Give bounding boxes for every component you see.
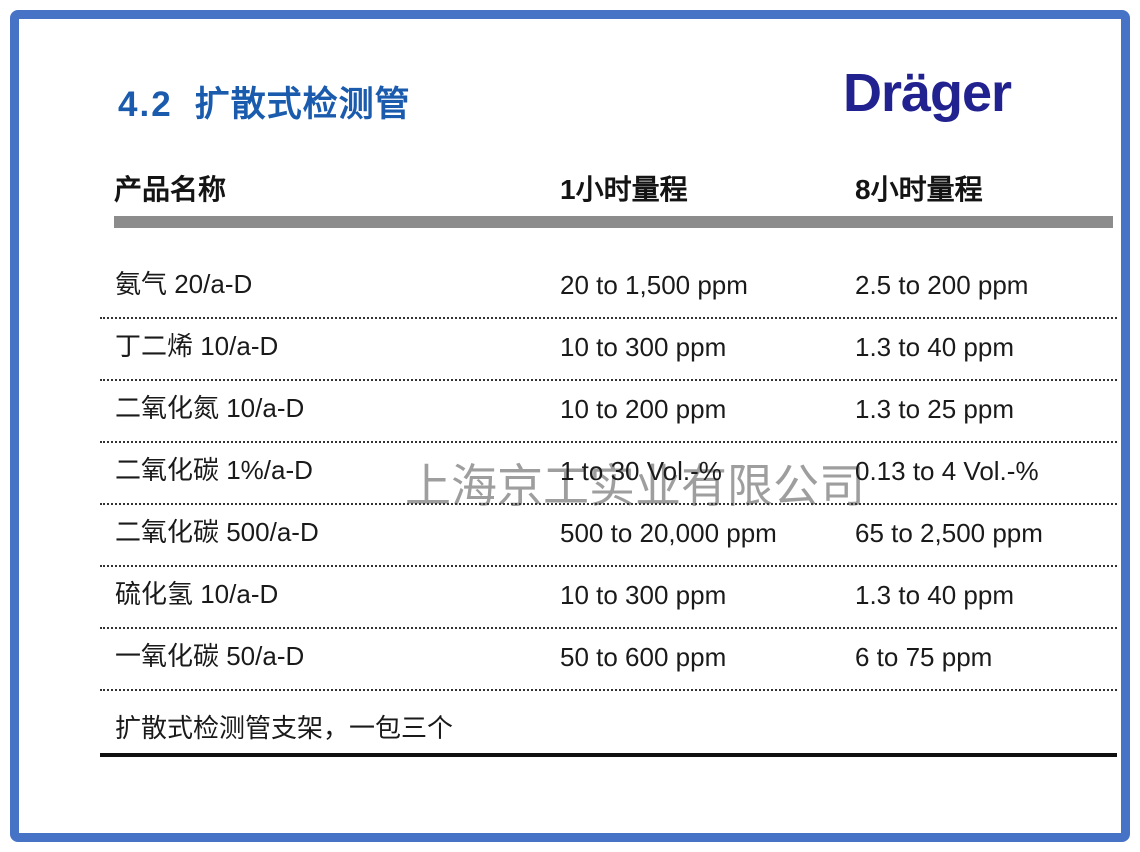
column-header-8h-range: 8小时量程 [855,174,983,205]
range-1h-cell: 10 to 300 ppm [560,332,727,362]
table-row: 二氧化氮 10/a-D 10 to 200 ppm 1.3 to 25 ppm [100,381,1117,443]
table-row: 丁二烯 10/a-D 10 to 300 ppm 1.3 to 40 ppm [100,319,1117,381]
range-8h-cell: 6 to 75 ppm [855,642,993,672]
table-row: 氨气 20/a-D 20 to 1,500 ppm 2.5 to 200 ppm [100,228,1117,319]
product-name-cell: 二氧化碳 1%/a-D [115,455,313,485]
product-name-cell: 二氧化碳 500/a-D [115,517,319,547]
range-1h-cell: 20 to 1,500 ppm [560,270,748,300]
product-name-cell: 氨气 20/a-D [115,269,253,299]
section-title: 4.2 扩散式检测管 [118,76,411,127]
table-footer-row: 扩散式检测管支架，一包三个 [100,691,1117,753]
range-8h-cell: 1.3 to 40 ppm [855,332,1014,362]
section-title-text: 扩散式检测管 [194,85,411,124]
drager-logo: Dräger [843,63,1012,123]
range-1h-cell: 10 to 200 ppm [560,394,727,424]
table-body: 氨气 20/a-D 20 to 1,500 ppm 2.5 to 200 ppm… [100,228,1117,691]
section-number: 4.2 [118,85,173,124]
product-name-cell: 一氧化碳 50/a-D [115,641,305,671]
range-8h-cell: 2.5 to 200 ppm [855,270,1029,300]
product-name-cell: 二氧化氮 10/a-D [115,393,305,423]
table-bottom-rule [100,753,1117,757]
footer-row-text: 扩散式检测管支架，一包三个 [115,713,454,743]
range-1h-cell: 10 to 300 ppm [560,580,727,610]
range-1h-cell: 50 to 600 ppm [560,642,727,672]
range-1h-cell: 500 to 20,000 ppm [560,518,777,548]
table-row: 二氧化碳 1%/a-D 1 to 30 Vol.-% 0.13 to 4 Vol… [100,443,1117,505]
table-row: 二氧化碳 500/a-D 500 to 20,000 ppm 65 to 2,5… [100,505,1117,567]
product-name-cell: 丁二烯 10/a-D [115,331,279,361]
column-header-product-name: 产品名称 [114,174,227,205]
range-8h-cell: 1.3 to 40 ppm [855,580,1014,610]
range-8h-cell: 65 to 2,500 ppm [855,518,1043,548]
product-name-cell: 硫化氢 10/a-D [115,579,279,609]
table-row: 一氧化碳 50/a-D 50 to 600 ppm 6 to 75 ppm [100,629,1117,691]
range-8h-cell: 0.13 to 4 Vol.-% [855,456,1039,486]
table-row: 硫化氢 10/a-D 10 to 300 ppm 1.3 to 40 ppm [100,567,1117,629]
range-1h-cell: 1 to 30 Vol.-% [560,456,722,486]
range-8h-cell: 1.3 to 25 ppm [855,394,1014,424]
column-header-1h-range: 1小时量程 [560,174,688,205]
header-divider-bar [114,216,1113,228]
page-border-frame [10,10,1130,842]
table-header-row: 产品名称 1小时量程 8小时量程 [114,168,1117,206]
